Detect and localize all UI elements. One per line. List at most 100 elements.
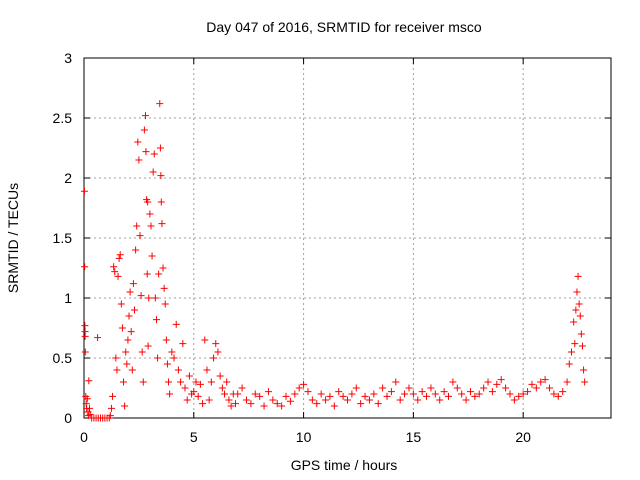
- data-point: [484, 378, 492, 386]
- data-point: [122, 348, 130, 356]
- data-point: [247, 400, 255, 408]
- data-point: [576, 312, 584, 320]
- data-point: [196, 380, 204, 388]
- data-point: [308, 396, 316, 404]
- data-point: [81, 322, 89, 330]
- data-point: [256, 392, 264, 400]
- data-point: [449, 378, 457, 386]
- data-point: [330, 402, 338, 410]
- data-point: [458, 390, 466, 398]
- data-point: [159, 264, 167, 272]
- data-point: [550, 390, 558, 398]
- data-point: [304, 388, 312, 396]
- data-point: [172, 320, 180, 328]
- data-point: [156, 100, 164, 108]
- data-point: [221, 390, 229, 398]
- data-point: [506, 390, 514, 398]
- data-point: [138, 348, 146, 356]
- data-point: [554, 392, 562, 400]
- data-point: [418, 388, 426, 396]
- data-point: [155, 270, 163, 278]
- data-point: [515, 392, 523, 400]
- data-point: [181, 384, 189, 392]
- data-point: [165, 378, 173, 386]
- data-point: [401, 390, 409, 398]
- data-point: [133, 222, 141, 230]
- data-point: [205, 396, 213, 404]
- data-point: [475, 390, 483, 398]
- data-point: [190, 388, 198, 396]
- data-point: [223, 378, 231, 386]
- data-point: [166, 390, 174, 398]
- data-point: [251, 390, 259, 398]
- y-axis-title: SRMTID / TECUs: [5, 183, 21, 293]
- data-point: [493, 380, 501, 388]
- data-point: [578, 342, 586, 350]
- data-point: [317, 390, 325, 398]
- data-point: [203, 366, 211, 374]
- data-point: [81, 263, 89, 271]
- data-point: [574, 272, 582, 280]
- grid-layer: [84, 58, 611, 418]
- data-point: [466, 388, 474, 396]
- data-point: [414, 396, 422, 404]
- data-point: [214, 348, 222, 356]
- data-point: [519, 390, 527, 398]
- data-point: [392, 378, 400, 386]
- data-point: [387, 388, 395, 396]
- data-point: [135, 156, 143, 164]
- data-point: [174, 366, 182, 374]
- data-point: [269, 396, 277, 404]
- y-axis: 0 0.5 1 1.5 2 2.5 3: [53, 50, 611, 426]
- data-point: [570, 318, 578, 326]
- data-point: [282, 392, 290, 400]
- data-point: [295, 384, 303, 392]
- data-point: [168, 348, 176, 356]
- data-point: [148, 252, 156, 260]
- data-point: [445, 392, 453, 400]
- data-point: [161, 300, 169, 308]
- data-point: [573, 288, 581, 296]
- data-point: [136, 232, 144, 240]
- data-point: [110, 263, 118, 271]
- data-point: [81, 348, 89, 356]
- data-point: [160, 284, 168, 292]
- data-point: [149, 168, 157, 176]
- data-point: [383, 392, 391, 400]
- data-point: [170, 354, 178, 362]
- data-point: [565, 360, 573, 368]
- data-point: [488, 388, 496, 396]
- data-point: [112, 354, 120, 362]
- data-point: [238, 384, 246, 392]
- data-point: [510, 396, 518, 404]
- data-point: [125, 312, 133, 320]
- data-point: [405, 384, 413, 392]
- x-tick-label: 5: [190, 429, 198, 445]
- data-point: [120, 378, 128, 386]
- data-point: [156, 144, 164, 152]
- data-point: [199, 400, 207, 408]
- chart-title: Day 047 of 2016, SRMTID for receiver msc…: [206, 19, 482, 35]
- data-point: [497, 376, 505, 384]
- data-series: [80, 100, 589, 422]
- data-point: [124, 336, 132, 344]
- data-point: [145, 294, 153, 302]
- data-point: [348, 390, 356, 398]
- data-point: [154, 354, 162, 362]
- data-point: [141, 112, 149, 120]
- data-point: [212, 340, 220, 348]
- data-point: [567, 348, 575, 356]
- data-point: [140, 126, 148, 134]
- data-point: [374, 400, 382, 408]
- data-point: [260, 402, 268, 410]
- data-point: [162, 336, 170, 344]
- x-tick-label: 0: [80, 429, 88, 445]
- data-point: [427, 384, 435, 392]
- x-axis-title: GPS time / hours: [291, 457, 398, 473]
- data-point: [210, 354, 218, 362]
- data-point: [440, 388, 448, 396]
- data-point: [541, 376, 549, 384]
- data-point: [144, 198, 152, 206]
- y-tick-label: 2.5: [53, 110, 73, 126]
- data-point: [528, 380, 536, 388]
